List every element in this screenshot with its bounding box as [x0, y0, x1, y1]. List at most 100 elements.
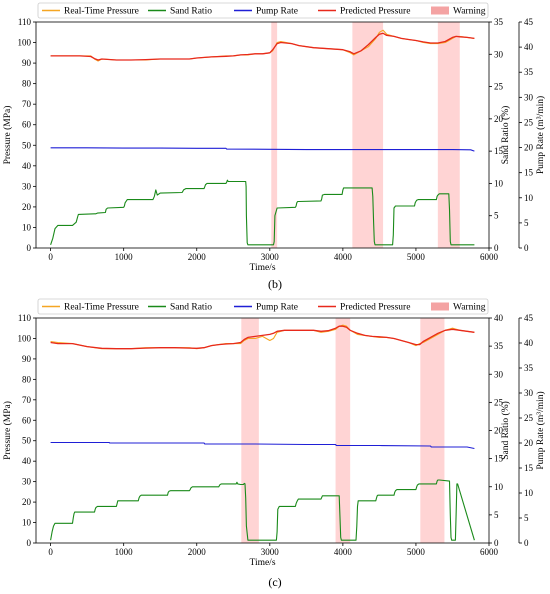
- sand-tick-label: 0: [494, 538, 499, 548]
- x-tick-label: 5000: [407, 252, 426, 262]
- pump-rate-line: [50, 147, 475, 152]
- x-tick-label: 4000: [334, 547, 353, 557]
- legend-label: Real-Time Pressure: [64, 303, 139, 313]
- pump-tick-label: 5: [524, 218, 529, 228]
- x-tick-label: 4000: [334, 252, 353, 262]
- sand-tick-label: 5: [494, 211, 499, 221]
- x-tick-label: 3000: [261, 547, 280, 557]
- pressure-tick-label: 20: [22, 497, 32, 507]
- pressure-tick-label: 50: [22, 140, 32, 150]
- pump-axis-label: Pump Rate (m³/min): [535, 96, 546, 174]
- pump-tick-label: 15: [524, 168, 534, 178]
- pump-tick-label: 40: [524, 338, 534, 348]
- pressure-tick-label: 50: [22, 436, 32, 446]
- warning-region: [335, 318, 351, 543]
- pump-tick-label: 35: [524, 67, 534, 77]
- pump-tick-label: 20: [524, 438, 534, 448]
- warning-region: [420, 318, 445, 543]
- pump-tick-label: 25: [524, 117, 534, 127]
- sand-ratio-line: [50, 179, 475, 246]
- pump-tick-label: 40: [524, 42, 534, 52]
- pressure-tick-label: 0: [27, 243, 32, 253]
- legend-box: [37, 2, 489, 19]
- sand-tick-label: 10: [494, 178, 504, 188]
- sand-tick-label: 30: [494, 49, 504, 59]
- x-tick-label: 0: [48, 547, 53, 557]
- pressure-tick-label: 40: [22, 161, 32, 171]
- x-tick-label: 0: [48, 252, 53, 262]
- sand-tick-label: 10: [494, 482, 504, 492]
- x-axis-label: Time/s: [249, 263, 275, 273]
- pump-tick-label: 20: [524, 143, 534, 153]
- legend: Real-Time Pressure Sand Ratio Pump Rate Pre…: [37, 2, 489, 19]
- warning-region: [437, 22, 460, 248]
- pressure-tick-label: 110: [18, 17, 32, 27]
- sand-tick-label: 5: [494, 510, 499, 520]
- predicted-pressure-line: [50, 325, 475, 350]
- x-tick-label: 5000: [407, 547, 426, 557]
- predicted-pressure-line: [50, 32, 475, 61]
- x-tick-label: 6000: [480, 252, 499, 262]
- legend-box: [37, 298, 489, 315]
- panel-caption: (b): [268, 277, 282, 291]
- pressure-tick-label: 90: [22, 354, 32, 364]
- legend-label: Warning: [453, 7, 486, 17]
- pump-tick-label: 10: [524, 488, 534, 498]
- x-axis-label: Time/s: [249, 558, 275, 568]
- sand-ratio-line: [50, 479, 475, 541]
- pressure-tick-label: 80: [22, 374, 32, 384]
- pressure-tick-label: 60: [22, 120, 32, 130]
- sand-tick-label: 15: [494, 146, 504, 156]
- x-tick-label: 3000: [261, 252, 280, 262]
- pressure-axis-label: Pressure (MPa): [2, 106, 13, 165]
- legend-label: Predicted Pressure: [340, 303, 410, 313]
- panel-caption: (c): [268, 575, 281, 589]
- sand-tick-label: 25: [494, 397, 504, 407]
- pump-tick-label: 45: [524, 313, 534, 323]
- pump-tick-label: 35: [524, 363, 534, 373]
- warning-region: [241, 318, 259, 543]
- pressure-tick-label: 10: [22, 222, 32, 232]
- legend-label: Real-Time Pressure: [64, 7, 139, 17]
- pump-rate-line: [50, 441, 475, 450]
- legend-label: Pump Rate: [256, 303, 298, 313]
- plot-frame: [35, 21, 490, 249]
- sand-tick-label: 20: [494, 114, 504, 124]
- pressure-tick-label: 100: [18, 333, 32, 343]
- pressure-tick-label: 10: [22, 518, 32, 528]
- pressure-tick-label: 70: [22, 395, 32, 405]
- sand-tick-label: 35: [494, 341, 504, 351]
- sand-tick-label: 0: [494, 243, 499, 253]
- x-tick-label: 2000: [188, 547, 207, 557]
- pressure-tick-label: 60: [22, 415, 32, 425]
- x-tick-label: 2000: [188, 252, 207, 262]
- legend: Real-Time Pressure Sand Ratio Pump Rate Pre…: [37, 298, 489, 315]
- pressure-tick-label: 40: [22, 456, 32, 466]
- sand-tick-label: 25: [494, 82, 504, 92]
- pressure-tick-label: 90: [22, 58, 32, 68]
- pump-axis-label: Pump Rate (m³/min): [535, 391, 546, 469]
- legend-label: Sand Ratio: [170, 303, 212, 313]
- legend-label: Pump Rate: [256, 7, 298, 17]
- x-tick-label: 1000: [115, 547, 134, 557]
- legend-label: Sand Ratio: [170, 7, 212, 17]
- x-tick-label: 6000: [480, 547, 499, 557]
- pressure-tick-label: 30: [22, 477, 32, 487]
- sand-axis-label: Sand Ratio (%): [500, 401, 511, 460]
- sand-tick-label: 20: [494, 426, 504, 436]
- sand-axis-label: Sand Ratio (%): [500, 106, 511, 165]
- legend-swatch: [431, 302, 449, 311]
- pressure-tick-label: 110: [18, 313, 32, 323]
- pressure-tick-label: 70: [22, 99, 32, 109]
- pressure-axis-label: Pressure (MPa): [2, 401, 13, 460]
- real-time-pressure-line: [50, 29, 475, 62]
- pump-tick-label: 0: [524, 538, 529, 548]
- pump-tick-label: 5: [524, 513, 529, 523]
- pump-tick-label: 15: [524, 463, 534, 473]
- pump-tick-label: 10: [524, 193, 534, 203]
- warning-region: [271, 22, 278, 248]
- panel-c: 0 1000 2000 3000 4000 5000 6000Time/s010203040…: [2, 298, 546, 589]
- legend-label: Warning: [453, 303, 486, 313]
- pump-tick-label: 45: [524, 17, 534, 27]
